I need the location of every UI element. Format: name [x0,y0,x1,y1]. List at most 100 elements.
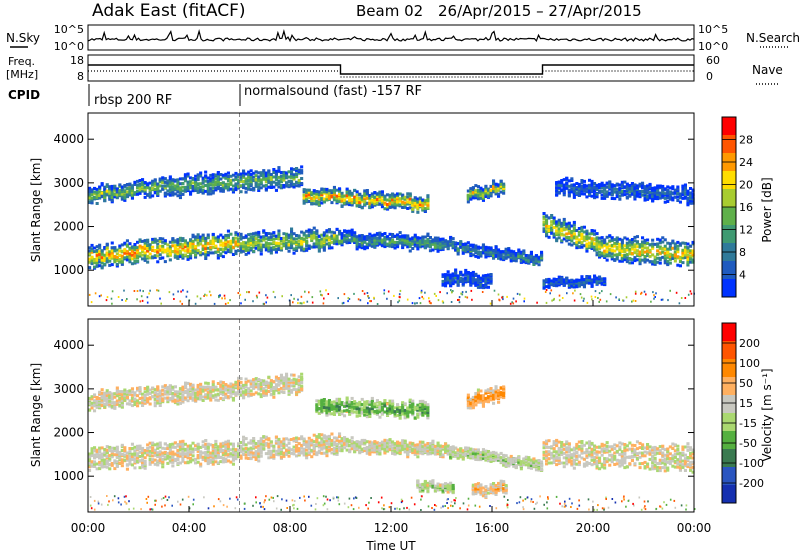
velocity-cell-0 [204,444,208,448]
velocity-cell-1 [315,440,319,444]
power-cell-1 [282,244,286,248]
power-cell-10 [635,194,639,198]
velocity-cell-0 [226,454,230,458]
velocity-cell-0 [98,460,102,464]
power-cell-10 [671,196,675,200]
power-cell-1 [247,248,251,252]
power-cell-8 [386,193,390,197]
power-cell-7 [292,185,296,189]
power-cell-2 [378,234,382,238]
nave-label: Nave [752,63,783,77]
velocity-cell-1 [322,434,326,438]
power-cell-0 [214,239,218,243]
velocity-cell-0 [219,460,223,464]
power-colorbar-swatch-6 [722,225,736,244]
power-cell-5 [620,249,624,253]
power-cell-7 [224,172,228,176]
power-cell-4 [575,243,579,247]
power-cell-4 [547,225,551,229]
velocity-cell-1 [252,437,256,440]
power-cell-8 [396,200,400,204]
power-cell-12 [547,285,551,289]
power-cell-7 [163,186,167,189]
power-cell-7 [295,184,299,188]
power-cell-6 [133,183,137,186]
power-cell-3 [532,258,536,261]
power-cell-2 [363,247,367,251]
power-cell-7 [168,175,172,179]
power-cell-5 [623,236,627,240]
power-cell-9 [471,190,475,194]
power-cell-0 [98,260,102,264]
power-cell-9 [497,188,501,192]
power-cell-0 [178,251,182,255]
power-cell-8 [406,195,410,199]
power-cell-11 [474,283,478,287]
power-cell-2 [380,238,384,242]
power-cell-3 [454,247,458,251]
power-cell-12 [600,282,604,286]
power-ground-speck [146,296,149,299]
power-cell-11 [454,275,458,279]
power-cell-6 [148,190,152,194]
power-cell-8 [302,199,306,202]
power-cell-7 [173,184,177,188]
velocity-cell-0 [103,465,107,469]
power-cell-12 [545,279,549,283]
velocity-cell-1 [282,437,286,441]
power-ground-speck [450,301,453,303]
power-cell-0 [204,236,208,240]
power-cell-10 [623,185,627,189]
velocity-cell-1 [272,453,276,457]
power-cell-8 [305,194,309,198]
velocity-cell-1 [305,445,309,449]
velocity-cell-2 [343,436,347,440]
power-cell-8 [411,209,415,213]
power-cell-7 [239,179,243,183]
power-ground-speck [566,292,568,295]
power-cell-3 [476,255,480,259]
velocity-cell-0 [120,458,124,462]
power-cell-5 [668,252,672,256]
velocity-cell-0 [98,450,102,454]
power-cell-4 [560,239,564,243]
power-cell-0 [201,238,205,242]
power-cell-5 [608,244,612,248]
power-ground-speck [343,293,346,296]
velocity-cell-0 [110,446,114,450]
velocity-cell-1 [330,432,334,436]
velocity-cell-0 [136,460,140,463]
power-cell-8 [305,199,309,203]
power-cell-10 [638,182,642,186]
power-cell-2 [403,239,407,243]
velocity-cell-1 [300,450,304,454]
power-cell-10 [646,186,650,190]
velocity-cell-1 [302,453,306,457]
power-cell-2 [393,246,397,250]
power-cell-10 [653,197,657,200]
power-cell-7 [244,172,248,176]
velocity-cell-0 [171,445,175,449]
power-cell-4 [565,239,569,243]
velocity-cell-0 [181,456,185,460]
power-cell-2 [383,242,387,246]
power-cell-10 [613,190,617,194]
power-ground-speck [110,297,113,300]
power-cell-8 [312,195,316,199]
power-cell-2 [411,247,415,250]
power-cell-1 [274,234,278,238]
power-cell-10 [590,186,594,190]
power-cell-10 [651,192,655,196]
power-cell-0 [209,239,213,243]
power-cell-10 [653,186,657,190]
power-cell-1 [259,248,263,251]
power-cell-0 [173,239,177,243]
power-cell-5 [605,250,609,254]
power-cell-7 [274,181,278,185]
power-ground-speck [300,295,303,298]
power-cell-3 [529,253,533,257]
power-cell-10 [613,184,617,188]
power-cell-0 [93,265,97,269]
power-cell-4 [603,240,607,244]
